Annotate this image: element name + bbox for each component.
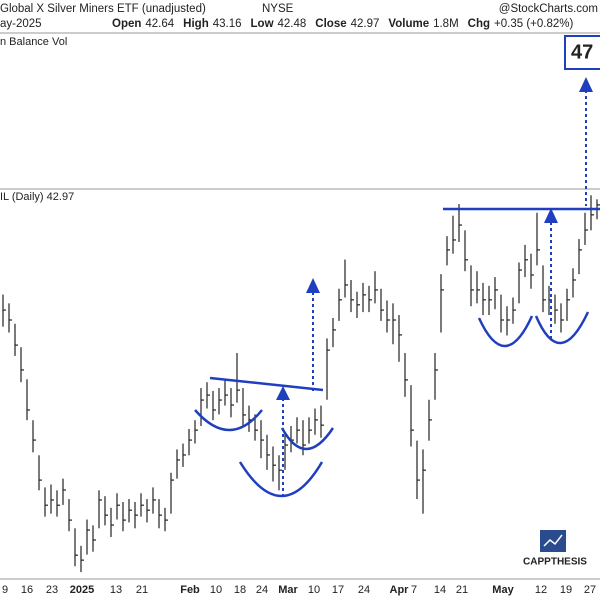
logo-line xyxy=(543,534,563,547)
x-tick-label: 7 xyxy=(411,584,417,596)
x-tick-label: 16 xyxy=(21,584,33,596)
x-tick-label: 10 xyxy=(308,584,320,596)
x-tick-label: 13 xyxy=(110,584,122,596)
quote-label: Close xyxy=(315,18,346,30)
logo-text: CAPPTHESIS xyxy=(523,557,587,568)
cup-curve xyxy=(534,311,590,345)
x-tick-label: 24 xyxy=(256,584,268,596)
arrow-head xyxy=(276,386,290,400)
quote-label: Low xyxy=(251,18,274,30)
cup-curve xyxy=(477,315,534,348)
price-panel-label: IL (Daily) 42.97 xyxy=(0,191,74,203)
logo-mark xyxy=(540,530,566,552)
x-tick-label: Apr xyxy=(390,584,410,596)
x-tick-label: 19 xyxy=(560,584,572,596)
x-tick-label: 10 xyxy=(210,584,222,596)
arrow-heads xyxy=(276,77,593,400)
cup-curve xyxy=(194,409,263,432)
target-label: 47 xyxy=(571,41,593,63)
x-tick-label: 27 xyxy=(584,584,596,596)
source: @StockCharts.com xyxy=(499,3,598,15)
upper-panel-label: n Balance Vol xyxy=(0,36,67,48)
x-tick-label: May xyxy=(492,584,514,596)
neckline xyxy=(209,376,324,392)
x-tick-label: 24 xyxy=(358,584,370,596)
quote-label: Volume xyxy=(388,18,429,30)
quote-value: 43.16 xyxy=(213,18,242,30)
target-box xyxy=(564,35,600,70)
quote-value: 42.97 xyxy=(351,18,380,30)
quote-label: Chg xyxy=(468,18,490,30)
quote-value: 42.48 xyxy=(278,18,307,30)
quote-value: 1.8M xyxy=(433,18,459,30)
arrow-head xyxy=(306,278,320,293)
date: ay-2025 xyxy=(0,18,42,30)
x-tick-label: 2025 xyxy=(70,584,94,596)
quote-label: Open xyxy=(112,18,141,30)
exchange: NYSE xyxy=(262,3,294,15)
x-axis: 9 16 23 2025 13 21 Feb 10 18 24 Mar 10 17 24 Apr 7 14 21 M… xyxy=(2,584,596,596)
quote-label: High xyxy=(183,18,209,30)
logo: CAPPTHESIS xyxy=(523,530,587,568)
quote-value: 42.64 xyxy=(145,18,174,30)
x-tick-label: 23 xyxy=(46,584,58,596)
x-tick-label: 21 xyxy=(456,584,468,596)
quote: Open 42.64 High 43.16 Low 42.48 Close 42.97 Volu… xyxy=(112,18,573,30)
cup-curve xyxy=(280,427,335,451)
x-tick-label: Mar xyxy=(278,584,298,596)
annotations xyxy=(194,90,600,498)
x-tick-label: Feb xyxy=(180,584,200,596)
x-tick-label: 12 xyxy=(535,584,547,596)
x-tick-label: 14 xyxy=(434,584,446,596)
arrow-head xyxy=(544,208,558,223)
cup-curve xyxy=(238,461,324,498)
x-tick-label: 21 xyxy=(136,584,148,596)
quote-value: +0.35 (+0.82%) xyxy=(494,18,573,30)
x-tick-label: 17 xyxy=(332,584,344,596)
x-tick-label: 18 xyxy=(234,584,246,596)
arrow-head xyxy=(579,77,593,92)
chart-title: Global X Silver Miners ETF (unadjusted) xyxy=(0,3,206,15)
x-tick-label: 9 xyxy=(2,584,8,596)
